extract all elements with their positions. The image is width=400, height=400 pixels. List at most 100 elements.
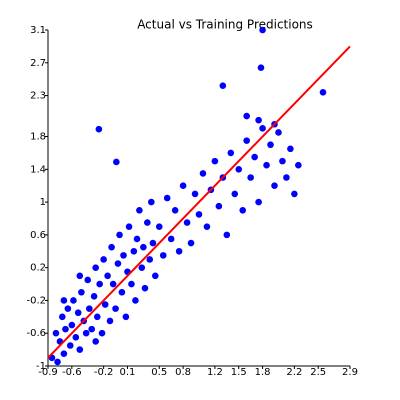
point — [283, 174, 290, 181]
x-tick-label: 0.8 — [175, 367, 191, 378]
point — [138, 264, 146, 271]
point — [128, 280, 135, 288]
point — [259, 26, 266, 34]
point — [287, 145, 294, 153]
point — [68, 321, 76, 329]
point — [267, 141, 274, 149]
point — [259, 125, 266, 132]
x-tick-label: 2.5 — [310, 367, 326, 378]
point — [113, 158, 120, 166]
point — [72, 334, 80, 341]
point — [159, 252, 167, 259]
point — [76, 272, 84, 280]
point — [231, 190, 239, 198]
point — [187, 239, 195, 247]
point — [151, 272, 159, 280]
point — [140, 243, 147, 251]
x-tick-label: 1.2 — [207, 367, 223, 378]
point — [114, 260, 122, 267]
point — [92, 264, 99, 271]
x-tick-label: -0.6 — [62, 367, 82, 378]
point — [146, 256, 154, 263]
point — [101, 301, 109, 308]
point — [191, 190, 199, 198]
point — [78, 288, 85, 296]
point — [275, 129, 282, 136]
point — [95, 125, 103, 133]
point — [60, 350, 68, 358]
point — [167, 235, 175, 243]
point — [92, 338, 99, 345]
point — [291, 190, 298, 198]
point — [319, 88, 327, 96]
x-tick-label: 1.8 — [255, 367, 271, 378]
point — [203, 223, 211, 230]
point — [199, 170, 207, 177]
point — [64, 305, 72, 312]
point — [263, 161, 270, 169]
chart-title: Actual vs Training Predictions — [137, 18, 313, 32]
y-tick-label: -0.2 — [26, 295, 46, 306]
y-tick-label: 2.7 — [30, 58, 46, 69]
x-tick-label: 0.1 — [120, 367, 136, 378]
point — [227, 149, 235, 157]
point — [52, 329, 60, 337]
point — [175, 247, 183, 255]
point — [130, 247, 138, 255]
x-tick-label: 0.5 — [151, 367, 167, 378]
point — [251, 153, 258, 161]
point — [243, 112, 250, 120]
point — [247, 174, 254, 181]
point — [90, 293, 98, 300]
point — [98, 329, 106, 337]
point — [144, 219, 151, 226]
point — [108, 243, 115, 251]
x-tick-label: -0.9 — [38, 367, 58, 378]
y-tick-label: 1.8 — [30, 132, 46, 143]
point — [122, 313, 130, 321]
point — [163, 194, 171, 202]
point — [255, 116, 262, 124]
point — [74, 309, 82, 317]
point — [295, 161, 302, 169]
y-tick-label: 1.4 — [30, 164, 46, 175]
point — [211, 157, 219, 165]
point — [100, 256, 107, 263]
point — [136, 206, 143, 214]
fit-line — [47, 45, 351, 359]
x-tick-label: 1.5 — [231, 367, 247, 378]
point — [96, 280, 103, 288]
y-tick-label: -0.6 — [26, 328, 46, 339]
point — [149, 239, 157, 247]
x-tick-label: 2.2 — [286, 367, 302, 378]
point — [93, 313, 101, 321]
point — [109, 280, 117, 288]
point — [62, 325, 69, 333]
point — [116, 231, 123, 239]
point — [104, 272, 111, 280]
y-tick-label: -1 — [36, 361, 46, 372]
point — [141, 284, 149, 292]
point — [219, 82, 227, 90]
point — [112, 305, 119, 312]
point — [88, 325, 96, 333]
point — [86, 305, 93, 312]
point — [76, 346, 84, 353]
y-tick-label: 3.1 — [30, 25, 46, 36]
point — [132, 297, 139, 304]
point — [257, 64, 265, 71]
point — [120, 252, 127, 259]
point — [125, 223, 133, 230]
point — [271, 182, 278, 190]
point — [183, 219, 191, 226]
y-tick-label: 0.2 — [30, 263, 46, 274]
point — [195, 211, 203, 218]
point — [148, 198, 155, 206]
point — [59, 313, 66, 321]
point — [54, 358, 61, 366]
x-tick-label: -0.2 — [94, 367, 114, 378]
y-tick-label: 0.6 — [30, 230, 46, 241]
point — [66, 342, 74, 349]
point — [279, 157, 286, 165]
